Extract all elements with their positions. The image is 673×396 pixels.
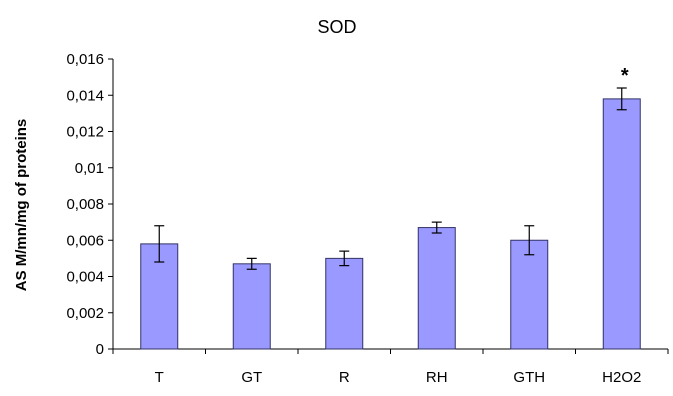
y-tick-label: 0,012 — [66, 124, 104, 141]
x-tick-label: GT — [241, 369, 262, 386]
chart-title: SOD — [317, 17, 356, 37]
y-tick-label: 0,016 — [66, 51, 104, 68]
x-tick-label: GTH — [513, 369, 545, 386]
y-tick-label: 0,004 — [66, 269, 104, 286]
plot-area: 0 0,002 0,004 0,006 0,008 0,01 0,012 0,014 0,016… — [66, 51, 669, 386]
bar — [232, 263, 271, 350]
bar — [325, 257, 364, 350]
significance-marker: * — [621, 65, 629, 87]
y-tick-label: 0 — [96, 341, 104, 358]
x-tick-label: T — [155, 369, 164, 386]
x-tick-label: H2O2 — [602, 369, 641, 386]
bar — [602, 98, 641, 350]
y-axis-label: AS M/mn/mg of proteins — [13, 119, 30, 292]
x-tick-label: RH — [426, 369, 448, 386]
y-tick-label: 0,014 — [66, 87, 104, 104]
bar — [510, 239, 549, 350]
y-tick-label: 0,008 — [66, 196, 104, 213]
bar — [417, 227, 456, 350]
y-tick-label: 0,01 — [75, 160, 104, 177]
y-tick-label: 0,002 — [66, 305, 104, 322]
y-tick-label: 0,006 — [66, 232, 104, 249]
x-tick-label: R — [339, 369, 350, 386]
